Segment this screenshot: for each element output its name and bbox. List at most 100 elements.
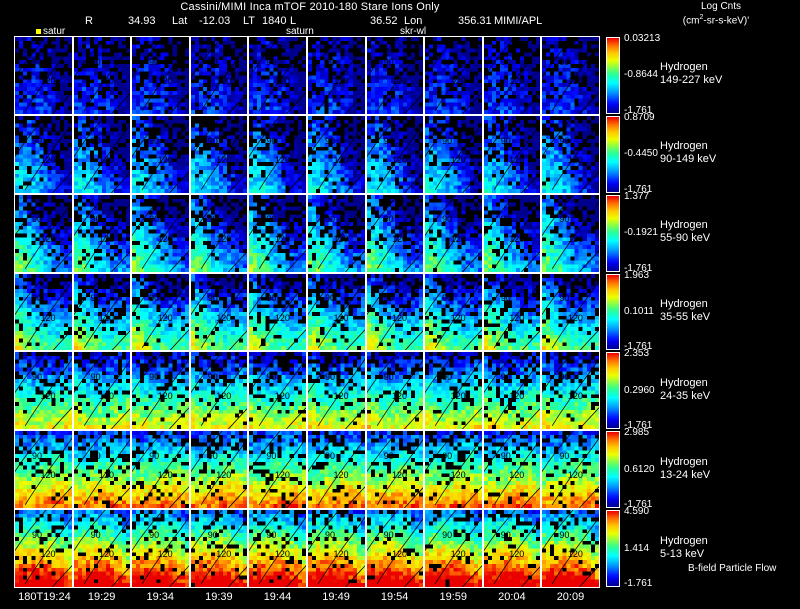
sky-map-image — [366, 510, 424, 587]
sky-map-panel[interactable]: 90 120 — [190, 37, 248, 114]
sky-map-panel[interactable]: 90 120 — [73, 510, 131, 587]
sky-map-panel[interactable]: 90 120 — [307, 352, 365, 430]
sky-map-panel[interactable]: 90 120 — [307, 431, 365, 509]
colorbar-tick-max: 2.985 — [624, 427, 650, 439]
sky-map-panel[interactable]: 90 120 — [190, 352, 248, 430]
colorbar-tick-mid: 0.6120 — [624, 463, 655, 475]
sky-map-panel[interactable]: 90 120 — [15, 115, 72, 193]
colorbar-tick-min: -1.761 — [624, 420, 653, 432]
sky-map-panel[interactable]: 90 120 — [483, 273, 541, 351]
sky-map-panel[interactable]: 90 120 — [366, 194, 424, 272]
colorbar-gradient — [607, 353, 619, 429]
sky-map-image — [190, 273, 248, 351]
colorbar-gradient — [607, 195, 619, 271]
sky-map-panel[interactable]: 90 120 — [249, 37, 306, 114]
sky-map-panel[interactable]: 90 120 — [73, 352, 131, 430]
sky-map-panel[interactable]: 90 120 — [366, 352, 424, 430]
sky-map-panel[interactable]: 90 120 — [73, 115, 131, 193]
sky-map-panel[interactable]: 90 120 — [249, 352, 306, 430]
sky-map-panel[interactable]: 90 120 — [425, 510, 482, 587]
sky-map-panel[interactable]: 90 120 — [249, 273, 306, 351]
sky-map-panel[interactable]: 90 120 — [366, 37, 424, 114]
sky-map-panel[interactable]: 90 120 — [15, 273, 72, 351]
colorbar-tick-max: 4.590 — [624, 506, 650, 518]
sky-map-panel[interactable]: 90 120 — [190, 273, 248, 351]
sky-map-panel[interactable]: 90 120 — [425, 273, 482, 351]
institution-label: MIMI/APL — [494, 15, 543, 27]
sky-map-panel[interactable]: 90 120 — [542, 510, 599, 587]
sky-map-panel[interactable]: 90 120 — [483, 37, 541, 114]
sky-map-panel[interactable]: 90 120 — [190, 115, 248, 193]
species-label: Hydrogen — [660, 534, 708, 547]
sky-map-image — [425, 431, 482, 509]
sky-map-panel[interactable]: 90 120 — [307, 115, 365, 193]
sky-map-panel[interactable]: 90 120 — [73, 37, 131, 114]
saturn-annotation-1: satur — [43, 26, 66, 37]
sky-map-panel[interactable]: 90 120 — [15, 37, 72, 114]
sky-map-panel[interactable]: 90 120 — [425, 37, 482, 114]
energy-range-label: 55-90 keV — [660, 232, 711, 245]
sky-map-panel[interactable]: 90 120 — [542, 37, 599, 114]
sky-map-panel[interactable]: 90 120 — [366, 431, 424, 509]
sky-map-panel[interactable]: 90 120 — [483, 431, 541, 509]
sky-map-panel[interactable]: 90 120 — [366, 115, 424, 193]
sky-map-panel[interactable]: 90 120 — [132, 273, 189, 351]
sky-map-panel[interactable]: 90 120 — [425, 194, 482, 272]
time-tick-label: 19:39 — [205, 591, 233, 603]
sky-map-panel[interactable]: 90 120 — [307, 37, 365, 114]
energy-range-label: 149-227 keV — [660, 74, 723, 87]
sky-map-panel[interactable]: 90 120 — [542, 273, 599, 351]
energy-range-label: 5-13 keV — [660, 547, 705, 560]
sky-map-panel[interactable]: 90 120 — [483, 115, 541, 193]
colorbar-gradient — [607, 432, 619, 508]
sky-map-panel[interactable]: 90 120 — [249, 431, 306, 509]
sky-map-panel[interactable]: 90 120 — [132, 115, 189, 193]
sky-map-panel[interactable]: 90 120 — [425, 431, 482, 509]
sky-map-panel[interactable]: 90 120 — [132, 37, 189, 114]
sky-map-panel[interactable]: 90 120 — [542, 115, 599, 193]
sky-map-panel[interactable]: 90 120 — [425, 115, 482, 193]
sky-map-panel[interactable]: 90 120 — [483, 510, 541, 587]
sky-map-panel[interactable]: 90 120 — [542, 194, 599, 272]
sky-map-panel[interactable]: 90 120 — [425, 352, 482, 430]
colorbar-tick-min: -1.761 — [624, 183, 653, 195]
sky-map-panel[interactable]: 90 120 — [307, 273, 365, 351]
sky-map-image — [73, 194, 131, 272]
sky-map-panel[interactable]: 90 120 — [190, 510, 248, 587]
spectrogram-panel-grid[interactable]: 90 120 90 120 90 120 90 120 90 120 90 120 90 120 90 120… — [14, 36, 600, 588]
sky-map-image — [483, 510, 541, 587]
time-tick-label: 20:04 — [498, 591, 526, 603]
sky-map-panel[interactable]: 90 120 — [190, 194, 248, 272]
saturn-marker-icon-1 — [36, 29, 41, 34]
sky-map-panel[interactable]: 90 120 — [542, 352, 599, 430]
sky-map-panel[interactable]: 90 120 — [132, 194, 189, 272]
sky-map-panel[interactable]: 90 120 — [249, 510, 306, 587]
sky-map-panel[interactable]: 90 120 — [15, 194, 72, 272]
sky-map-panel[interactable]: 90 120 — [73, 273, 131, 351]
sky-map-image — [542, 352, 599, 430]
sky-map-panel[interactable]: 90 120 — [366, 273, 424, 351]
colorbar-units-prime: ' — [747, 15, 750, 27]
sky-map-panel[interactable]: 90 120 — [132, 352, 189, 430]
sky-map-panel[interactable]: 90 120 — [15, 510, 72, 587]
time-tick-label: 19:54 — [380, 591, 409, 603]
sky-map-panel[interactable]: 90 120 — [132, 431, 189, 509]
sky-map-panel[interactable]: 90 120 — [15, 431, 72, 509]
sky-map-image — [542, 431, 599, 509]
sky-map-panel[interactable]: 90 120 — [483, 352, 541, 430]
sky-map-panel[interactable]: 90 120 — [73, 194, 131, 272]
sky-map-panel[interactable]: 90 120 — [366, 510, 424, 587]
sky-map-panel[interactable]: 90 120 — [249, 115, 306, 193]
sky-map-panel[interactable]: 90 120 — [307, 194, 365, 272]
sky-map-image — [366, 431, 424, 509]
sky-map-panel[interactable]: 90 120 — [190, 431, 248, 509]
sky-map-image — [425, 37, 482, 114]
species-label: Hydrogen — [660, 455, 708, 468]
sky-map-panel[interactable]: 90 120 — [73, 431, 131, 509]
sky-map-panel[interactable]: 90 120 — [542, 431, 599, 509]
sky-map-panel[interactable]: 90 120 — [483, 194, 541, 272]
sky-map-panel[interactable]: 90 120 — [132, 510, 189, 587]
sky-map-panel[interactable]: 90 120 — [249, 194, 306, 272]
sky-map-panel[interactable]: 90 120 — [307, 510, 365, 587]
sky-map-panel[interactable]: 90 120 — [15, 352, 72, 430]
